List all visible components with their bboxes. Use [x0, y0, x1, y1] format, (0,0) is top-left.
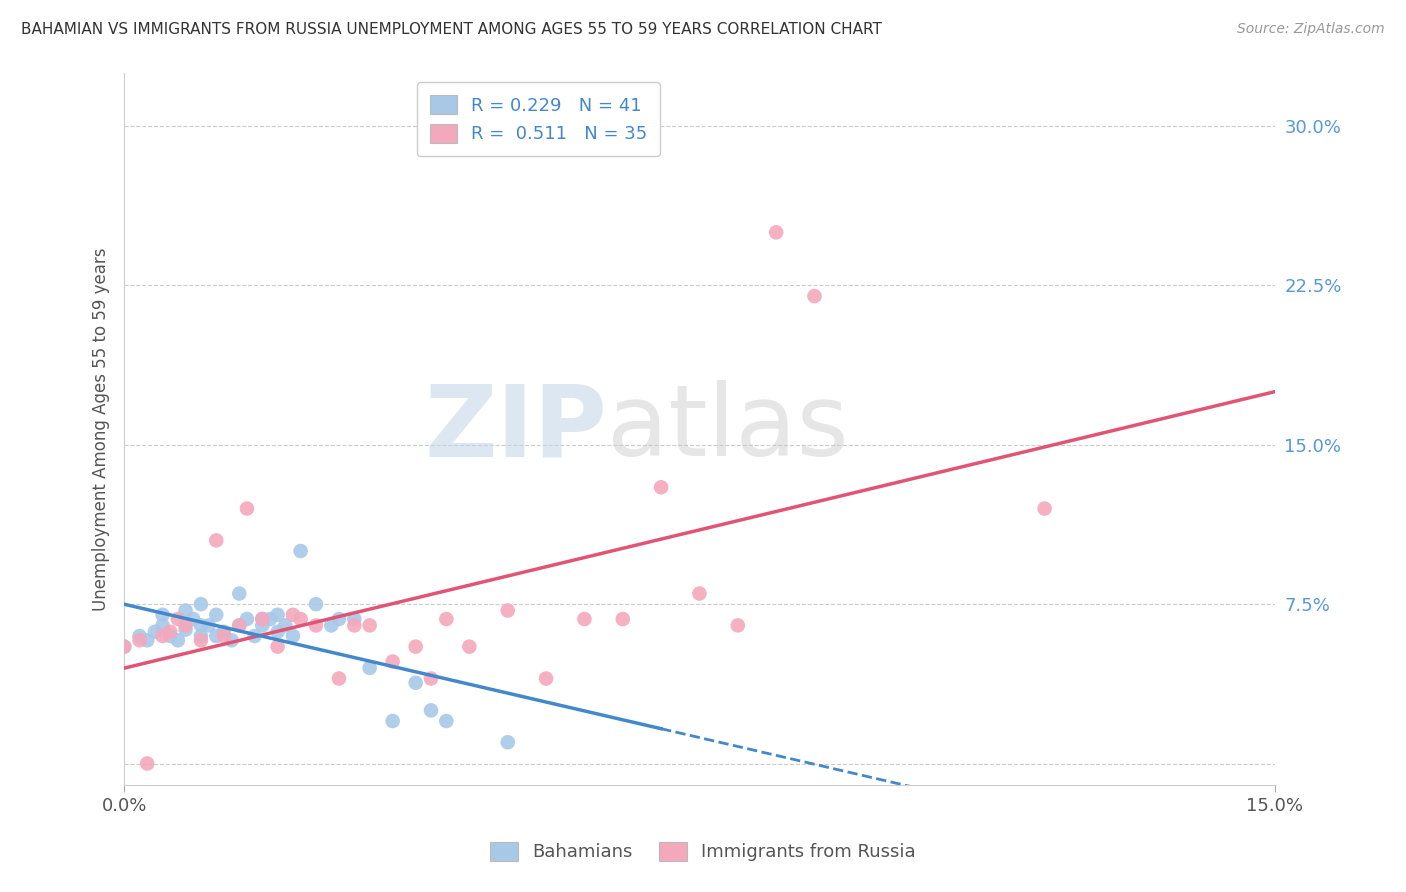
Point: [727, 618, 749, 632]
Point: [167, 633, 190, 648]
Point: [343, 618, 366, 632]
Point: [612, 612, 634, 626]
Point: [152, 618, 174, 632]
Point: [136, 633, 159, 648]
Point: [420, 703, 443, 717]
Y-axis label: Unemployment Among Ages 55 to 59 years: Unemployment Among Ages 55 to 59 years: [93, 247, 110, 611]
Point: [305, 618, 328, 632]
Point: [305, 597, 328, 611]
Point: [359, 618, 381, 632]
Point: [212, 624, 235, 639]
Point: [274, 618, 297, 632]
Point: [112, 640, 135, 654]
Point: [159, 624, 181, 639]
Point: [290, 612, 312, 626]
Point: [496, 603, 519, 617]
Point: [205, 607, 228, 622]
Point: [266, 640, 288, 654]
Point: [434, 714, 457, 728]
Text: atlas: atlas: [607, 380, 849, 477]
Point: [159, 629, 181, 643]
Point: [252, 618, 274, 632]
Point: [1033, 501, 1056, 516]
Point: [190, 618, 212, 632]
Point: [343, 612, 366, 626]
Point: [143, 624, 166, 639]
Point: [434, 612, 457, 626]
Point: [328, 672, 350, 686]
Point: [167, 612, 190, 626]
Point: [174, 623, 197, 637]
Point: [236, 612, 259, 626]
Point: [405, 675, 427, 690]
Point: [359, 661, 381, 675]
Point: [136, 756, 159, 771]
Point: [405, 640, 427, 654]
Point: [688, 586, 710, 600]
Point: [152, 629, 174, 643]
Point: [190, 633, 212, 648]
Point: [221, 633, 243, 648]
Point: [574, 612, 596, 626]
Point: [228, 586, 250, 600]
Point: [765, 225, 787, 239]
Point: [197, 618, 219, 632]
Point: [152, 607, 174, 622]
Point: [236, 501, 259, 516]
Point: [650, 480, 672, 494]
Point: [243, 629, 266, 643]
Point: [228, 618, 250, 632]
Point: [228, 618, 250, 632]
Point: [803, 289, 825, 303]
Point: [420, 672, 443, 686]
Point: [190, 597, 212, 611]
Point: [534, 672, 557, 686]
Text: Source: ZipAtlas.com: Source: ZipAtlas.com: [1237, 22, 1385, 37]
Point: [321, 618, 343, 632]
Point: [259, 612, 281, 626]
Point: [381, 655, 404, 669]
Point: [205, 533, 228, 548]
Point: [496, 735, 519, 749]
Point: [266, 624, 288, 639]
Point: [112, 640, 135, 654]
Text: BAHAMIAN VS IMMIGRANTS FROM RUSSIA UNEMPLOYMENT AMONG AGES 55 TO 59 YEARS CORREL: BAHAMIAN VS IMMIGRANTS FROM RUSSIA UNEMP…: [21, 22, 882, 37]
Point: [190, 629, 212, 643]
Point: [181, 612, 204, 626]
Point: [205, 629, 228, 643]
Legend: R = 0.229   N = 41, R =  0.511   N = 35: R = 0.229 N = 41, R = 0.511 N = 35: [416, 82, 659, 156]
Point: [328, 612, 350, 626]
Point: [290, 544, 312, 558]
Point: [128, 633, 150, 648]
Point: [458, 640, 481, 654]
Point: [128, 629, 150, 643]
Point: [381, 714, 404, 728]
Point: [174, 603, 197, 617]
Point: [252, 612, 274, 626]
Point: [212, 629, 235, 643]
Text: ZIP: ZIP: [425, 380, 607, 477]
Point: [174, 618, 197, 632]
Point: [281, 607, 304, 622]
Point: [281, 629, 304, 643]
Legend: Bahamians, Immigrants from Russia: Bahamians, Immigrants from Russia: [478, 829, 928, 874]
Point: [266, 607, 288, 622]
Point: [252, 612, 274, 626]
